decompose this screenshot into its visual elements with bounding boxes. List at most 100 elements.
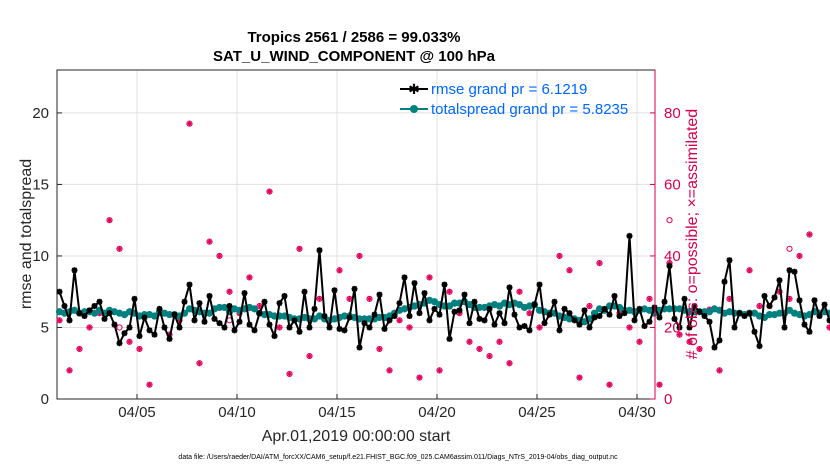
y-tick-label: 5 xyxy=(41,319,49,336)
obs-possible-marker xyxy=(216,252,223,260)
rmse-point xyxy=(246,321,253,328)
rmse-point xyxy=(336,325,343,332)
y-axis-ticks: 0 5 10 15 20 xyxy=(32,105,62,408)
obs-assimilated-marker xyxy=(607,382,612,388)
obs-possible-marker xyxy=(266,188,273,195)
obs-possible-marker xyxy=(56,317,63,324)
obs-possible-marker xyxy=(196,360,203,367)
rmse-point xyxy=(341,327,348,334)
obs-assimilated-marker xyxy=(597,260,602,266)
rmse-point xyxy=(66,317,73,324)
rmse-point xyxy=(196,300,203,307)
rmse-point xyxy=(536,281,543,288)
obs-assimilated-marker xyxy=(747,267,752,273)
totalspread-point xyxy=(250,305,259,313)
rmse-point xyxy=(636,305,643,312)
rmse-point xyxy=(511,311,518,318)
obs-assimilated-marker xyxy=(727,296,732,302)
obs-assimilated-marker xyxy=(787,296,792,302)
rmse-point xyxy=(736,310,743,317)
totalspread-point xyxy=(205,309,214,317)
obs-assimilated-marker xyxy=(477,346,482,352)
obs-assimilated-marker xyxy=(577,375,582,380)
x-tick-label: 04/30 xyxy=(618,404,656,421)
plot-area-frame xyxy=(56,69,656,400)
obs-assimilated-marker xyxy=(287,371,292,377)
obs-assimilated-marker xyxy=(197,360,202,366)
rmse-point xyxy=(476,315,483,322)
obs-possible-marker xyxy=(336,267,343,274)
rmse-point xyxy=(731,324,738,331)
rmse-point xyxy=(106,310,113,317)
rmse-point xyxy=(701,313,708,320)
legend: ✱ rmse grand pr = 6.1219 totalspread gra… xyxy=(400,81,628,118)
obs-possible-marker xyxy=(396,317,403,324)
rmse-point xyxy=(676,324,683,331)
obs-possible-marker xyxy=(796,252,803,260)
legend-spread-label: totalspread grand pr = 5.8235 xyxy=(431,101,628,118)
obs-possible-marker xyxy=(276,324,283,331)
rmse-point xyxy=(601,305,608,312)
obs-possible-marker xyxy=(436,367,443,374)
rmse-point xyxy=(506,284,513,291)
obs-possible-marker xyxy=(536,324,543,331)
rmse-point xyxy=(266,321,273,328)
data-file-footer: data file: /Users/raeder/DAI/ATM_forcXX/… xyxy=(178,454,618,461)
obs-possible-marker xyxy=(246,274,253,281)
obs-possible-marker xyxy=(606,381,613,388)
obs-possible-marker xyxy=(576,374,583,381)
rmse-point xyxy=(426,317,433,324)
rmse-point xyxy=(126,324,133,331)
rmse-point xyxy=(231,327,238,334)
obs-possible-marker xyxy=(386,367,393,374)
obs-possible-marker xyxy=(746,267,753,274)
obs-assimilated-marker xyxy=(77,346,82,352)
obs-possible-marker xyxy=(146,381,153,388)
obs-possible-marker xyxy=(756,302,763,310)
rmse-point xyxy=(516,324,523,331)
obs-assimilated-marker xyxy=(117,246,122,252)
rmse-point xyxy=(446,335,453,342)
obs-assimilated-marker xyxy=(347,296,352,302)
obs-possible-marker xyxy=(426,274,433,281)
obs-possible-marker xyxy=(356,252,363,260)
rmse-point xyxy=(276,300,283,307)
obs-assimilated-marker xyxy=(207,239,212,245)
obs-assimilated-marker xyxy=(797,253,802,259)
obs-assimilated-marker xyxy=(357,253,362,259)
rmse-point xyxy=(796,297,803,304)
obs-possible-marker xyxy=(596,260,603,267)
obs-possible-marker xyxy=(316,295,323,302)
rmse-point xyxy=(321,313,328,320)
x-tick-label: 04/20 xyxy=(418,404,456,421)
obs-assimilated-marker xyxy=(757,303,762,309)
obs-assimilated-marker xyxy=(337,267,342,273)
rmse-point xyxy=(621,310,628,317)
obs-assimilated-marker xyxy=(367,296,372,302)
obs-assimilated-marker xyxy=(497,339,502,345)
obs-assimilated-marker xyxy=(487,353,492,359)
rmse-point xyxy=(236,318,243,325)
rmse-point xyxy=(151,331,158,338)
rmse-point xyxy=(296,328,303,335)
rmse-point xyxy=(421,290,428,297)
rmse-point xyxy=(501,320,508,327)
rmse-point xyxy=(521,323,528,330)
rmse-point xyxy=(356,344,363,351)
rmse-point xyxy=(391,313,398,320)
obs-assimilated-marker xyxy=(317,296,322,302)
rmse-point xyxy=(171,311,178,318)
obs-possible-marker xyxy=(116,324,123,331)
rmse-point xyxy=(586,324,593,331)
obs-assimilated-marker xyxy=(637,339,642,345)
rmse-point xyxy=(271,333,278,340)
rmse-point xyxy=(451,308,458,315)
obs-possible-marker xyxy=(366,295,373,302)
rmse-point xyxy=(101,315,108,322)
obs-possible-marker xyxy=(666,217,673,224)
right-y-tick-label: 0 xyxy=(664,391,672,408)
y-tick-label: 0 xyxy=(41,391,49,408)
totalspread-point xyxy=(765,311,774,319)
obs-assimilated-marker xyxy=(657,382,662,388)
obs-assimilated-marker xyxy=(717,367,722,373)
